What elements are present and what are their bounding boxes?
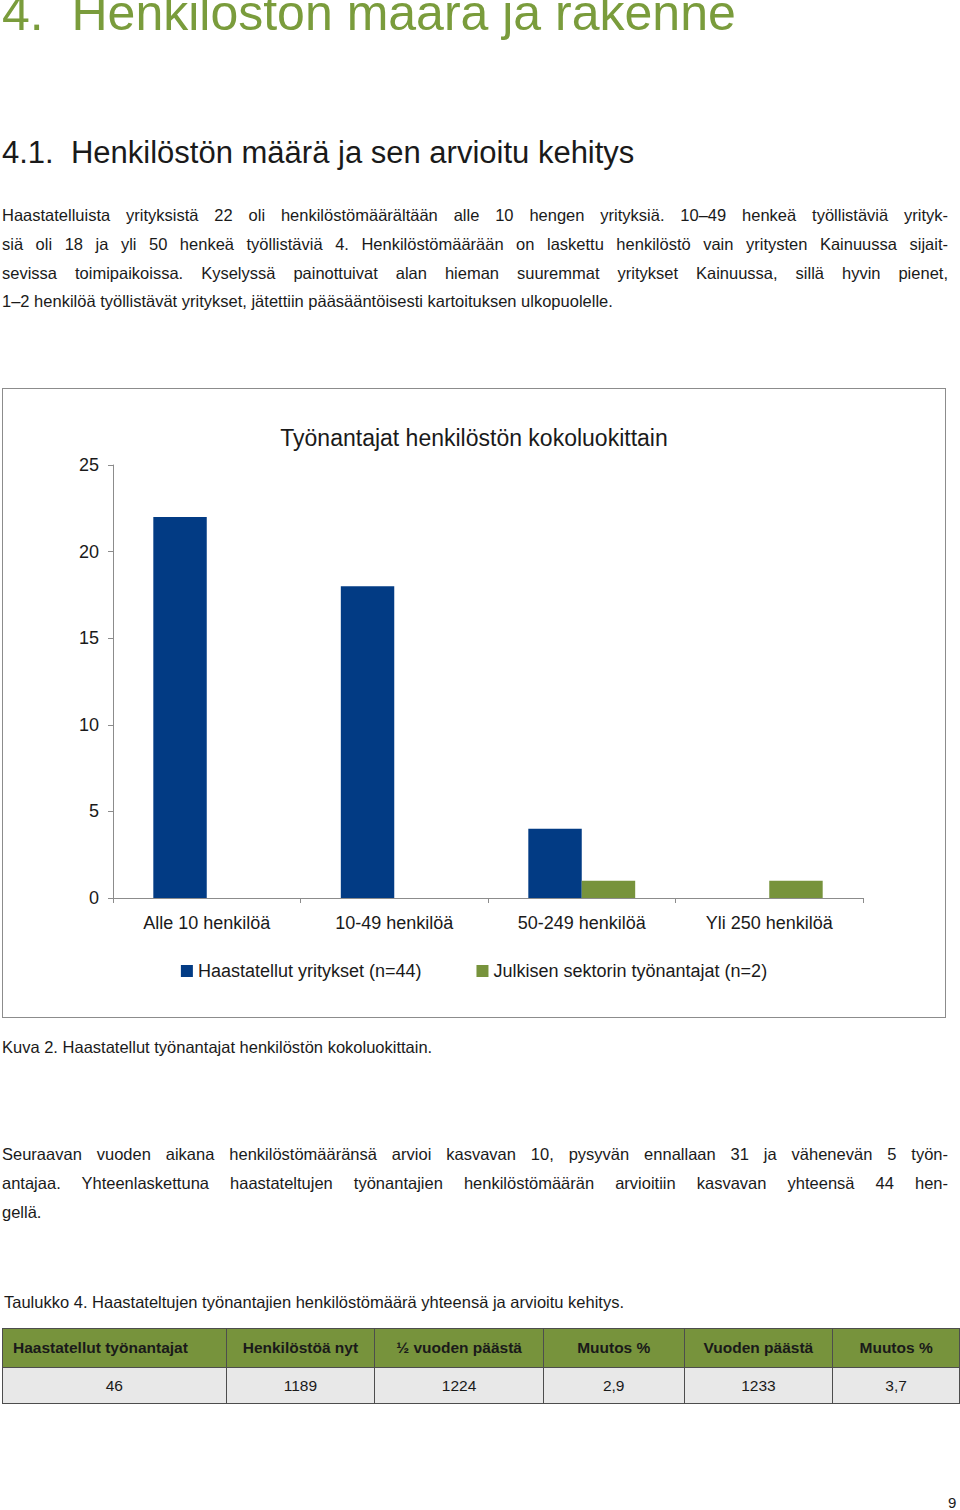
html-text:Muutos %: Muutos %: [859, 1339, 933, 1356]
html-text:Kuva 2. Haastatellut työnantaj: Kuva 2. Haastatellut työnantajat henkilö…: [2, 1038, 433, 1056]
html-text:siä oli 18 ja yli 50 henkeä ty: siä oli 18 ja yli 50 henkeä työllistäviä…: [2, 234, 948, 253]
svg-text:Työnantajat henkilöstön kokolu: Työnantajat henkilöstön kokoluokittain: [280, 425, 667, 451]
html-text:½ vuoden päästä: ½ vuoden päästä: [396, 1339, 522, 1356]
html-text:1189: 1189: [283, 1376, 318, 1394]
svg-text:50-249 henkilöä: 50-249 henkilöä: [518, 913, 647, 933]
svg-text:5: 5: [89, 801, 99, 821]
svg-text:10: 10: [79, 715, 99, 735]
svg-text:20: 20: [79, 542, 99, 562]
svg-text:0: 0: [89, 888, 99, 908]
html-text:Seuraavan vuoden aikana henkil: Seuraavan vuoden aikana henkilöstömäärän…: [2, 1145, 948, 1163]
svg-text:15: 15: [79, 628, 99, 648]
html-text:Henkilöstöä nyt: Henkilöstöä nyt: [242, 1339, 359, 1356]
svg-text:10-49 henkilöä: 10-49 henkilöä: [335, 913, 454, 933]
svg-text:25: 25: [79, 455, 99, 475]
html-text:3,7: 3,7: [885, 1376, 907, 1394]
html-text:Muutos %: Muutos %: [577, 1339, 651, 1356]
html-text:Haastatelluista yrityksistä 22: Haastatelluista yrityksistä 22 oli henki…: [2, 206, 948, 224]
svg-text:Alle 10 henkilöä: Alle 10 henkilöä: [143, 913, 271, 933]
html-text:4.1. Henkilöstön määrä ja sen: 4.1. Henkilöstön määrä ja sen arvioitu k…: [2, 135, 635, 170]
html-text:1233: 1233: [741, 1376, 776, 1394]
html-text:1–2 henkilöä työllistävät yrit: 1–2 henkilöä työllistävät yritykset, jät…: [2, 292, 613, 311]
html-text:9: 9: [948, 1494, 957, 1510]
svg-text:Haastatellut yritykset (n=44): Haastatellut yritykset (n=44): [198, 961, 422, 981]
html-text:46: 46: [105, 1376, 123, 1394]
html-text:gellä.: gellä.: [2, 1202, 42, 1221]
html-text:Haastatellut työnantajat: Haastatellut työnantajat: [13, 1339, 188, 1356]
html-text:1224: 1224: [441, 1376, 477, 1394]
svg-text:Yli 250 henkilöä: Yli 250 henkilöä: [706, 913, 834, 933]
html-text:Taulukko 4. Haastateltujen työ: Taulukko 4. Haastateltujen työnantajien …: [4, 1293, 624, 1311]
html-text:Vuoden päästä: Vuoden päästä: [703, 1339, 814, 1356]
html-text:antajaa. Yhteenlaskettuna haas: antajaa. Yhteenlaskettuna haastateltujen…: [2, 1173, 948, 1192]
html-text:sevissa toimipaikoissa. Kysely: sevissa toimipaikoissa. Kyselyssä painot…: [2, 263, 948, 282]
html-text:2,9: 2,9: [602, 1376, 625, 1394]
svg-text:Julkisen sektorin työnantajat: Julkisen sektorin työnantajat (n=2): [493, 961, 767, 981]
